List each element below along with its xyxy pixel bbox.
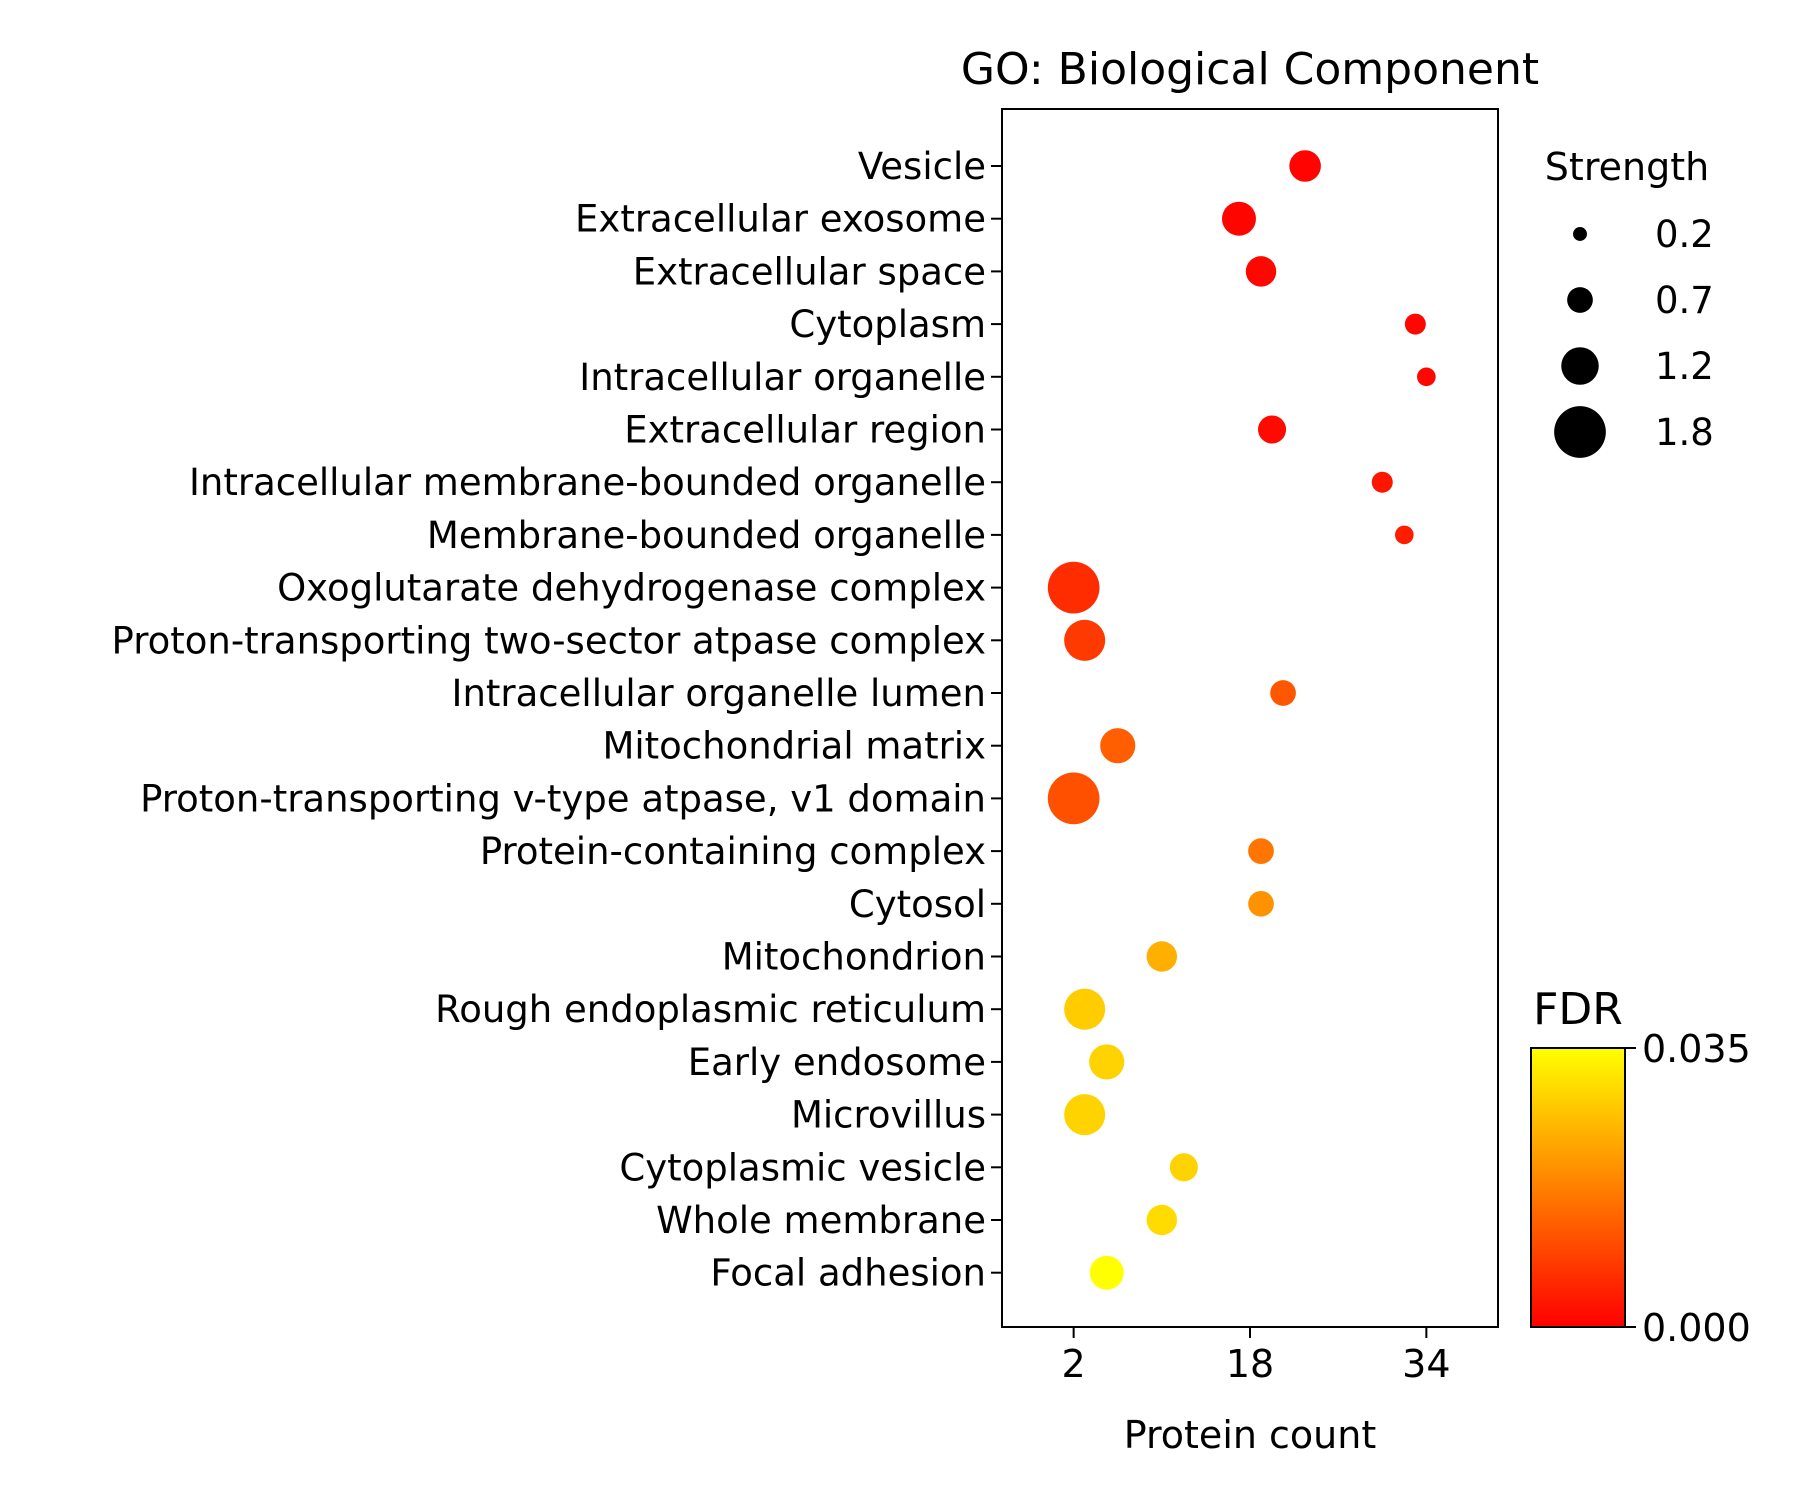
- data-point: [1404, 313, 1426, 335]
- strength-legend: Strength 0.2 0.7 1.2 1.8: [1545, 145, 1714, 458]
- y-tick-label: Early endosome: [688, 1041, 986, 1084]
- y-tick-label: Extracellular exosome: [575, 198, 986, 241]
- y-tick-label: Proton-transporting v-type atpase, v1 do…: [140, 777, 986, 820]
- strength-legend-marker: [1567, 287, 1593, 313]
- y-tick-label: Intracellular organelle lumen: [452, 672, 986, 715]
- y-tick-label: Focal adhesion: [710, 1252, 986, 1295]
- x-tick-label: 34: [1402, 1342, 1450, 1386]
- y-tick-label: Protein-containing complex: [480, 830, 986, 873]
- y-tick-label: Cytosol: [849, 883, 986, 926]
- strength-legend-title: Strength: [1545, 145, 1709, 189]
- data-point: [1248, 838, 1274, 864]
- y-tick-label: Membrane-bounded organelle: [427, 514, 986, 557]
- strength-legend-marker: [1554, 406, 1606, 458]
- data-point: [1169, 1153, 1198, 1182]
- data-point: [1417, 367, 1436, 387]
- y-tick-label: Extracellular region: [624, 409, 986, 452]
- y-axis: Vesicle Extracellular exosome Extracellula…: [112, 145, 1002, 1295]
- y-tick-label: Whole membrane: [656, 1199, 986, 1242]
- y-tick-label: Mitochondrial matrix: [602, 725, 986, 768]
- y-tick-label: Vesicle: [858, 145, 986, 188]
- strength-legend-label: 0.2: [1655, 213, 1714, 256]
- y-tick-label: Proton-transporting two-sector atpase co…: [112, 619, 986, 662]
- y-tick-label: Intracellular membrane-bounded organelle: [189, 461, 986, 504]
- data-point: [1394, 525, 1414, 545]
- x-axis-label: Protein count: [1124, 1413, 1377, 1457]
- data-point: [1089, 1255, 1124, 1290]
- x-tick-label: 18: [1226, 1342, 1274, 1386]
- x-tick-label: 2: [1062, 1342, 1086, 1386]
- y-tick-label: Rough endoplasmic reticulum: [435, 988, 986, 1031]
- data-point: [1064, 988, 1106, 1030]
- data-point: [1146, 941, 1178, 972]
- data-point: [1270, 680, 1296, 706]
- x-axis: 2 18 34: [1062, 1327, 1451, 1386]
- strength-legend-label: 0.7: [1655, 279, 1714, 322]
- strength-legend-marker: [1561, 347, 1599, 385]
- data-point: [1245, 256, 1277, 287]
- data-point: [1146, 1204, 1178, 1236]
- data-point: [1089, 1044, 1125, 1080]
- data-point: [1289, 150, 1321, 182]
- fdr-colorbar-title: FDR: [1533, 984, 1623, 1035]
- fdr-colorbar: FDR 0.000 0.035: [1530, 984, 1751, 1350]
- strength-legend-label: 1.8: [1655, 411, 1714, 454]
- y-tick-label: Cytoplasmic vesicle: [619, 1146, 986, 1189]
- y-tick-label: Intracellular organelle: [579, 356, 986, 399]
- y-tick-label: Microvillus: [791, 1094, 986, 1137]
- y-tick-label: Oxoglutarate dehydrogenase complex: [277, 567, 986, 610]
- y-tick-label: Cytoplasm: [789, 303, 986, 346]
- data-point: [1248, 890, 1274, 917]
- data-point: [1371, 471, 1393, 493]
- strength-legend-label: 1.2: [1655, 345, 1714, 388]
- data-point: [1047, 561, 1100, 614]
- strength-legend-marker: [1573, 227, 1587, 241]
- y-tick-label: Mitochondrion: [722, 936, 986, 979]
- colorbar-tick-label: 0.035: [1642, 1027, 1751, 1071]
- data-point: [1064, 1094, 1106, 1136]
- fdr-colorbar-gradient: [1530, 1047, 1626, 1328]
- data-point: [1100, 728, 1136, 764]
- data-point: [1064, 619, 1106, 661]
- data-point: [1221, 201, 1256, 236]
- colorbar-tick-label: 0.000: [1642, 1306, 1751, 1350]
- y-tick-label: Extracellular space: [633, 250, 986, 293]
- chart-title: GO: Biological Component: [961, 44, 1539, 95]
- data-point: [1047, 772, 1100, 825]
- data-point: [1258, 415, 1287, 444]
- data-points: [1047, 150, 1436, 1290]
- plot-frame: [1001, 108, 1499, 1328]
